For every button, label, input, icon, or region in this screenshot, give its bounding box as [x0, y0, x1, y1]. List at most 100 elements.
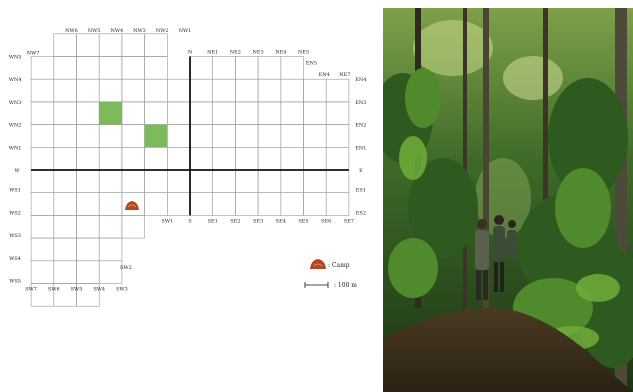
grid-cell — [325, 169, 350, 194]
grid-cell — [167, 124, 191, 148]
grid-cell — [53, 192, 77, 216]
grid-cell — [235, 169, 259, 194]
grid-cell — [280, 192, 304, 216]
grid-cell — [30, 237, 55, 262]
grid-cell — [98, 192, 123, 216]
grid-cell — [76, 147, 100, 171]
grid-cell — [30, 260, 55, 284]
grid-cell — [189, 169, 214, 194]
grid-cell — [280, 169, 304, 194]
grid-cell — [98, 33, 123, 57]
grid-cell — [189, 124, 214, 148]
label-sw2: SW2 — [120, 265, 132, 271]
grid-cell — [53, 237, 77, 262]
grid-cell — [98, 169, 123, 194]
label-se: S — [188, 218, 192, 224]
grid-cell — [53, 147, 77, 171]
grid-cell — [167, 78, 191, 103]
label-sw: SW4 — [93, 287, 105, 293]
camp-marker — [125, 201, 139, 210]
grid-cell — [30, 124, 55, 148]
grid-cell — [53, 215, 77, 239]
label-ws: WS5 — [9, 279, 21, 285]
grid-cell — [280, 56, 304, 80]
highlighted-cell — [99, 101, 122, 125]
label-sw: SW6 — [48, 287, 60, 293]
label-se: SE1 — [208, 218, 218, 224]
grid-cell — [76, 215, 100, 239]
label-wn: WN1 — [9, 145, 22, 151]
grid-cell — [257, 101, 282, 125]
grid-cell — [121, 124, 145, 148]
grid-cell — [53, 78, 77, 103]
rainforest-photo — [383, 8, 633, 392]
grid-cell — [144, 56, 168, 80]
grid-cell — [303, 101, 327, 125]
grid-cell — [325, 192, 350, 216]
label-wn: WN3 — [9, 100, 22, 106]
grid-cell — [303, 147, 327, 171]
label-en5: EN5 — [306, 61, 317, 67]
grid-cell — [144, 78, 168, 103]
grid-cell — [76, 33, 100, 57]
grid-cell — [303, 78, 327, 103]
label-top: NW1 — [179, 28, 192, 34]
label-wn: WN2 — [9, 123, 22, 129]
label-en4-top: EN4 — [319, 72, 330, 78]
grid-cell — [76, 124, 100, 148]
label-sw: SW3 — [116, 287, 128, 293]
label-se: SE2 — [230, 218, 240, 224]
grid-cell — [30, 56, 55, 80]
grid-cell — [235, 124, 259, 148]
grid-cell — [235, 56, 259, 80]
label-en: EN4 — [355, 77, 366, 83]
grid-cell — [76, 169, 100, 194]
grid-cell — [257, 56, 282, 80]
grid-cell — [76, 192, 100, 216]
scale-legend-label: : 100 m — [334, 282, 357, 289]
grid-cell — [30, 78, 55, 103]
label-se: SE4 — [276, 218, 286, 224]
grid-cell — [212, 101, 236, 125]
grid-cell — [30, 101, 55, 125]
grid-cell — [76, 101, 100, 125]
grid-cell — [30, 169, 55, 194]
label-ne7: NE7 — [339, 72, 350, 78]
grid-cell — [235, 192, 259, 216]
label-top: NW2 — [156, 28, 169, 34]
grid-cell — [325, 147, 350, 171]
grid-cell — [98, 56, 123, 80]
grid-cell — [30, 192, 55, 216]
grid-cell — [76, 56, 100, 80]
hikers — [475, 215, 517, 300]
grid-axes — [31, 56, 349, 216]
grid-cell — [325, 78, 350, 103]
grid-cell — [325, 101, 350, 125]
grid-cell — [53, 169, 77, 194]
label-ws: WS1 — [9, 188, 21, 194]
grid-cell — [280, 78, 304, 103]
label-ne: NE2 — [230, 50, 241, 56]
grid-cell — [121, 33, 145, 57]
label-se: SE6 — [321, 218, 331, 224]
label-top: NW4 — [110, 28, 123, 34]
grid-cell — [280, 124, 304, 148]
grid-cell — [189, 101, 214, 125]
grid-cell — [257, 124, 282, 148]
grid-cell — [212, 124, 236, 148]
label-nw7: NW7 — [27, 51, 40, 57]
grid-cell — [53, 33, 77, 57]
grid-cell — [212, 169, 236, 194]
label-en: EN3 — [355, 100, 366, 106]
grid-cell — [167, 147, 191, 171]
label-w: W — [15, 168, 21, 174]
label-ws: WS3 — [9, 233, 21, 239]
grid-cell — [189, 147, 214, 171]
grid-cell — [257, 192, 282, 216]
camp-legend-icon — [310, 259, 326, 269]
label-en: EN1 — [355, 145, 366, 151]
label-sw: SW7 — [25, 287, 37, 293]
grid-labels: NW6 NW5 NW4 NW3 NW2 NW1 NW7 N NE1 NE2 NE3 NE4 NE5 EN5… — [9, 28, 367, 293]
label-ne: NE5 — [298, 50, 309, 56]
grid-cell — [121, 56, 145, 80]
